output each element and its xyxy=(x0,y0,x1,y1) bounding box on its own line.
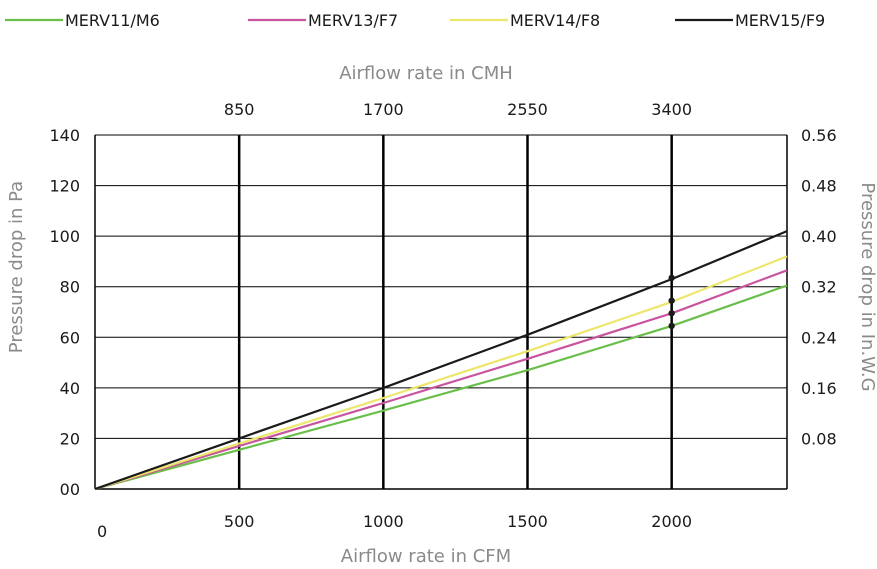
tick-labels: 00 20 40 60 80 100 120 140 0.08 0.16 0.24 0.32 0.40 0… xyxy=(49,100,836,541)
axis-labels: Airflow rate in CFM Airflow rate in CMH Pr… xyxy=(6,63,877,567)
x-axis-title: Airflow rate in CFM xyxy=(341,546,511,565)
x2-tick-label: 850 xyxy=(224,100,255,119)
y-tick-label: 60 xyxy=(60,328,80,347)
x-tick-label: 0 xyxy=(97,522,107,541)
legend-label-3: MERV15/F9 xyxy=(735,11,825,30)
y-tick-label: 80 xyxy=(60,278,80,297)
y-tick-label: 40 xyxy=(60,379,80,398)
y2-tick-label: 0.24 xyxy=(801,328,837,347)
series-marker-2 xyxy=(668,297,675,304)
y-tick-label: 20 xyxy=(60,429,80,448)
series-line-3 xyxy=(94,230,788,491)
series-markers xyxy=(668,274,675,330)
x2-tick-label: 2550 xyxy=(507,100,548,119)
series-line-2 xyxy=(94,255,788,491)
legend-label-0: MERV11/M6 xyxy=(65,11,160,30)
y2-tick-label: 0.48 xyxy=(801,177,837,196)
legend-label-1: MERV13/F7 xyxy=(308,11,398,30)
y-tick-label: 140 xyxy=(49,126,80,145)
series-lines xyxy=(94,230,788,491)
y2-tick-label: 0.16 xyxy=(801,379,837,398)
y-tick-label: 120 xyxy=(49,177,80,196)
y2-axis-title: Pressure drop in In.W.G xyxy=(857,182,877,391)
x-tick-label: 500 xyxy=(224,512,255,531)
y2-tick-label: 0.40 xyxy=(801,227,837,246)
y2-tick-label: 0.56 xyxy=(801,126,837,145)
series-line-1 xyxy=(94,269,788,491)
legend-label-2: MERV14/F8 xyxy=(510,11,600,30)
y-tick-label: 100 xyxy=(49,227,80,246)
series-marker-3 xyxy=(668,274,675,282)
y-tick-label: 00 xyxy=(60,480,80,499)
y-axis-title: Pressure drop in Pa xyxy=(6,181,27,353)
x-tick-label: 1500 xyxy=(507,512,548,531)
x-tick-label: 1000 xyxy=(363,512,404,531)
x2-tick-label: 3400 xyxy=(651,100,692,119)
x2-tick-label: 1700 xyxy=(363,100,404,119)
y2-tick-label: 0.08 xyxy=(801,429,837,448)
y2-tick-label: 0.32 xyxy=(801,278,837,297)
series-marker-0 xyxy=(668,322,675,330)
x2-axis-title: Airflow rate in CMH xyxy=(339,63,513,84)
x-tick-label: 2000 xyxy=(651,512,692,531)
grid xyxy=(94,134,788,490)
series-marker-1 xyxy=(668,310,675,317)
legend: MERV11/M6 MERV13/F7 MERV14/F8 MERV15/F9 xyxy=(5,11,825,30)
series-line-0 xyxy=(94,284,788,491)
